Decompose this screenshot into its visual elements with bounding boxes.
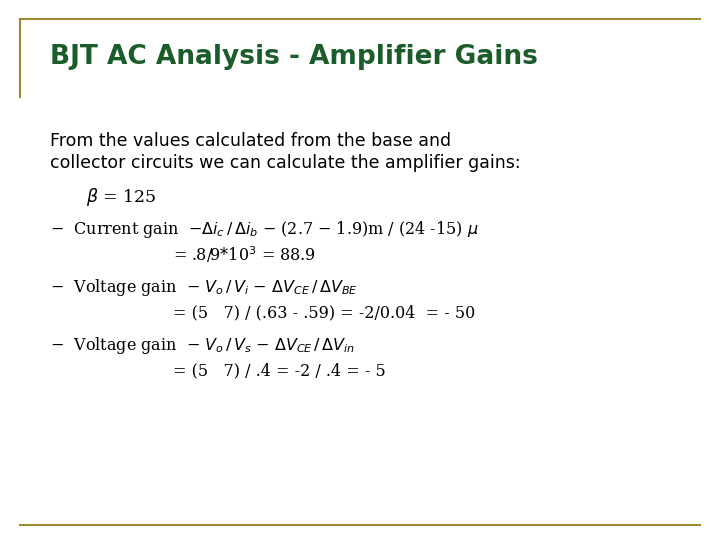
Text: $-$  Voltage gain  $-$ $V_o\,/\,V_i$ $-$ $\Delta V_{CE}\,/\,\Delta V_{BE}$: $-$ Voltage gain $-$ $V_o\,/\,V_i$ $-$ $… <box>50 277 359 298</box>
Text: collector circuits we can calculate the amplifier gains:: collector circuits we can calculate the … <box>50 154 521 172</box>
Text: From the values calculated from the base and: From the values calculated from the base… <box>50 132 451 150</box>
Text: $\beta$ = 125: $\beta$ = 125 <box>86 186 157 208</box>
Text: $-$  Voltage gain  $-$ $V_o\,/\,V_s$ $-$ $\Delta V_{CE}\,/\,\Delta V_{in}$: $-$ Voltage gain $-$ $V_o\,/\,V_s$ $-$ $… <box>50 335 356 356</box>
Text: = .8/9*10$^3$ = 88.9: = .8/9*10$^3$ = 88.9 <box>173 245 316 265</box>
Text: $-$  Current gain  $-\Delta i_c\,/\,\Delta i_b$ $-$ (2.7 $-$ 1.9)m / (24 -15) $\: $-$ Current gain $-\Delta i_c\,/\,\Delta… <box>50 219 479 240</box>
Text: = (5   7) / (.63 - .59) = -2/0.04  = - 50: = (5 7) / (.63 - .59) = -2/0.04 = - 50 <box>173 304 475 321</box>
Text: BJT AC Analysis - Amplifier Gains: BJT AC Analysis - Amplifier Gains <box>50 44 539 70</box>
Text: = (5   7) / .4 = -2 / .4 = - 5: = (5 7) / .4 = -2 / .4 = - 5 <box>173 362 385 380</box>
